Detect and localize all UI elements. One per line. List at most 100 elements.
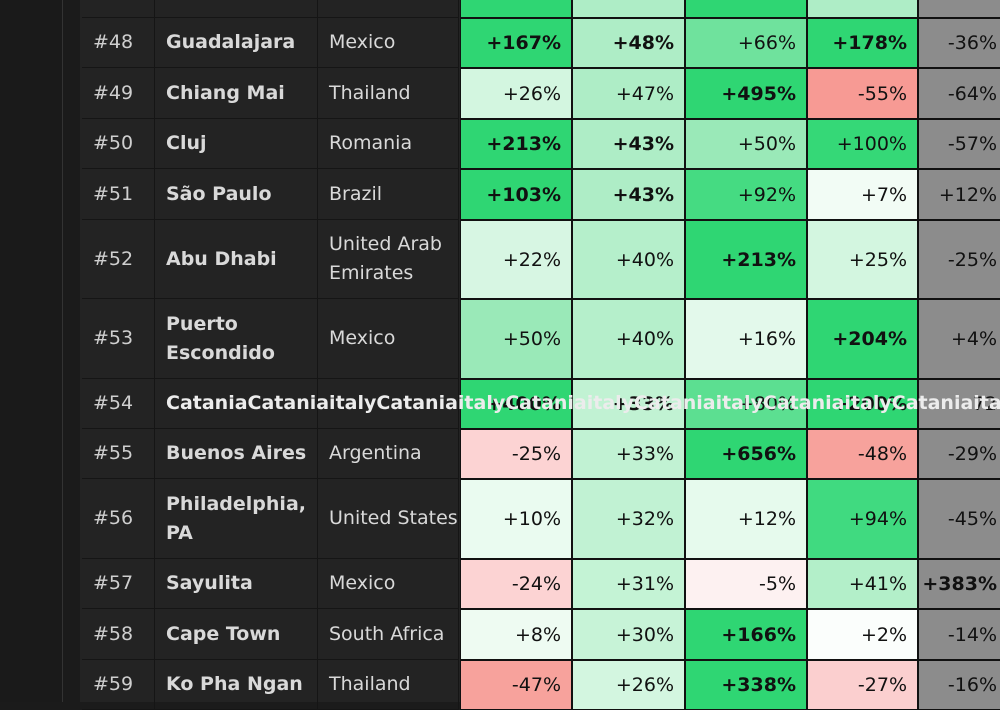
value-cell: +25% [807, 220, 918, 299]
value-cell: -27% [807, 660, 918, 710]
value-cell: +495% [685, 68, 807, 119]
value-cell: +26% [572, 660, 685, 710]
rank: #52 [82, 220, 155, 299]
value-cell: -47% [460, 660, 572, 710]
country: United Arab Emirates [318, 220, 459, 299]
city: Buenos Aires [155, 429, 318, 479]
value-cell: +92% [685, 169, 807, 220]
value-cell: +43% [572, 169, 685, 220]
value-cell: +41% [807, 559, 918, 609]
city: Cluj [155, 119, 318, 169]
value-cell: +166% [685, 609, 807, 660]
rank: #55 [82, 429, 155, 479]
value-cell: +383% [918, 559, 1000, 609]
value-cell: +10% [460, 479, 572, 559]
value-cell: -14% [918, 609, 1000, 660]
value-cell: -24% [460, 559, 572, 609]
value-cell: +656% [685, 429, 807, 479]
country: Mexico [318, 299, 459, 379]
value-cell: -48% [807, 429, 918, 479]
value-cell: +7% [807, 169, 918, 220]
country: South Africa [318, 609, 459, 660]
rank: #59 [82, 660, 155, 710]
city: Abu Dhabi [155, 220, 318, 299]
value-cell: +40% [572, 220, 685, 299]
value-cell: +94% [807, 479, 918, 559]
cut-row [82, 0, 155, 18]
value-cell: 72 [918, 379, 1000, 429]
city: São Paulo [155, 169, 318, 220]
country: Romania [318, 119, 459, 169]
value-cell: +400% [460, 379, 572, 429]
value-cell: +167% [460, 18, 572, 68]
value-cell: +33% [572, 379, 685, 429]
city: Philadelphia, PA [155, 479, 318, 559]
value-cell: +50% [460, 299, 572, 379]
cut-row [318, 0, 459, 18]
city: Sayulita [155, 559, 318, 609]
rank: #56 [82, 479, 155, 559]
value-cell: +12% [918, 169, 1000, 220]
city: Chiang Mai [155, 68, 318, 119]
rank: #49 [82, 68, 155, 119]
value-cell: +4% [918, 299, 1000, 379]
value-cell: +204% [807, 299, 918, 379]
cut-cell [918, 0, 1000, 18]
value-cell: -55% [807, 68, 918, 119]
value-cell: +43% [572, 119, 685, 169]
value-cell: +178% [807, 18, 918, 68]
rank: #51 [82, 169, 155, 220]
value-cell: +213% [460, 119, 572, 169]
value-cell: -36% [918, 18, 1000, 68]
city: Guadalajara [155, 18, 318, 68]
country: Brazil [318, 169, 459, 220]
value-cell: +50% [685, 119, 807, 169]
sidebar [0, 0, 63, 702]
value-cell: +47% [572, 68, 685, 119]
value-cell: +66% [685, 18, 807, 68]
value-cell: +22% [460, 220, 572, 299]
city: Ko Pha Ngan [155, 660, 318, 710]
value-cell: -57% [918, 119, 1000, 169]
rank: #50 [82, 119, 155, 169]
cut-row [155, 0, 318, 18]
cut-cell [460, 0, 572, 18]
country: Thailand [318, 660, 459, 710]
country: Mexico [318, 559, 459, 609]
value-cell: -16% [918, 660, 1000, 710]
value-cell: +213% [685, 220, 807, 299]
table: #48 Guadalajara Mexico +167% +48% +66% +178% -3… [80, 0, 1000, 710]
country: Mexico [318, 18, 459, 68]
rank: #58 [82, 609, 155, 660]
city: Cape Town [155, 609, 318, 660]
country-cell [318, 379, 459, 429]
cut-cell [807, 0, 918, 18]
value-cell: +12% [685, 479, 807, 559]
value-cell: +26% [460, 68, 572, 119]
value-cell: +31% [572, 559, 685, 609]
value-cell: -45% [918, 479, 1000, 559]
value-cell: +33% [572, 429, 685, 479]
city: Puerto Escondido [155, 299, 318, 379]
value-cell: +2% [807, 609, 918, 660]
country: United States [318, 479, 459, 559]
city: CataniaCataniaitalyCataniaitalyCataniait… [155, 379, 1000, 429]
value-cell: +16% [685, 299, 807, 379]
country: Argentina [318, 429, 459, 479]
rank: #53 [82, 299, 155, 379]
country: Thailand [318, 68, 459, 119]
value-cell: +30% [572, 609, 685, 660]
value-cell: -5% [685, 559, 807, 609]
rank: #57 [82, 559, 155, 609]
value-cell: +32% [572, 479, 685, 559]
value-cell: -25% [918, 220, 1000, 299]
value-cell: +200% [807, 379, 918, 429]
value-cell: +40% [572, 299, 685, 379]
value-cell: +338% [685, 660, 807, 710]
value-cell: -25% [460, 429, 572, 479]
value-cell: -64% [918, 68, 1000, 119]
value-cell: +8% [460, 609, 572, 660]
value-cell: +48% [572, 18, 685, 68]
value-cell: +103% [460, 169, 572, 220]
